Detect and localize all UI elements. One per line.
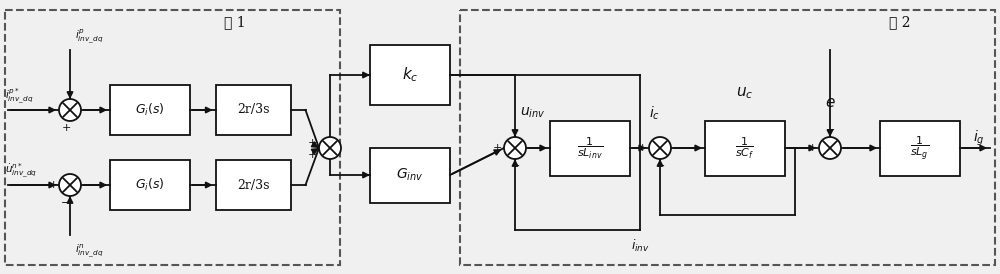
Text: 2r/3s: 2r/3s bbox=[237, 178, 269, 192]
Bar bbox=[370, 147, 450, 202]
Bar bbox=[110, 85, 190, 135]
Bar bbox=[880, 121, 960, 176]
Text: −: − bbox=[61, 198, 71, 208]
Text: +: + bbox=[48, 180, 58, 190]
Text: $G_i(s)$: $G_i(s)$ bbox=[135, 102, 165, 118]
Circle shape bbox=[504, 137, 526, 159]
Text: $e$: $e$ bbox=[825, 96, 835, 110]
Bar bbox=[550, 121, 630, 176]
Text: 框 2: 框 2 bbox=[889, 15, 911, 29]
Text: $k_c$: $k_c$ bbox=[402, 66, 418, 84]
Text: +: + bbox=[61, 123, 71, 133]
Text: +: + bbox=[492, 143, 502, 153]
Text: $u_{inv}$: $u_{inv}$ bbox=[520, 106, 546, 120]
Text: $G_{inv}$: $G_{inv}$ bbox=[396, 167, 424, 183]
Circle shape bbox=[319, 137, 341, 159]
Bar bbox=[110, 160, 190, 210]
Text: −: − bbox=[511, 161, 521, 171]
Text: $\dfrac{1}{sC_f}$: $\dfrac{1}{sC_f}$ bbox=[735, 135, 755, 161]
Bar bbox=[216, 160, 290, 210]
Text: −: − bbox=[656, 161, 666, 171]
Text: $i^p_{inv\_dq}$: $i^p_{inv\_dq}$ bbox=[75, 27, 103, 45]
Text: 2r/3s: 2r/3s bbox=[237, 104, 269, 116]
Text: $i^{p*}_{inv\_dq}$: $i^{p*}_{inv\_dq}$ bbox=[5, 86, 33, 106]
Text: +: + bbox=[807, 143, 817, 153]
Bar bbox=[370, 45, 450, 105]
Text: $i^n_{inv\_dq}$: $i^n_{inv\_dq}$ bbox=[75, 242, 103, 259]
Text: $i_c$: $i_c$ bbox=[649, 104, 661, 122]
Text: 框 1: 框 1 bbox=[224, 15, 246, 29]
Text: −: − bbox=[48, 105, 58, 115]
Text: $\dfrac{1}{sL_g}$: $\dfrac{1}{sL_g}$ bbox=[910, 134, 930, 162]
Text: $u_c$: $u_c$ bbox=[736, 85, 754, 101]
Text: $i_{inv}$: $i_{inv}$ bbox=[631, 238, 649, 254]
Circle shape bbox=[59, 99, 81, 121]
Bar bbox=[705, 121, 785, 176]
Text: −: − bbox=[826, 125, 836, 135]
Text: $G_i(s)$: $G_i(s)$ bbox=[135, 177, 165, 193]
Text: +: + bbox=[307, 150, 317, 160]
Text: +: + bbox=[307, 138, 317, 148]
Circle shape bbox=[649, 137, 671, 159]
Circle shape bbox=[819, 137, 841, 159]
Text: $\dot{u}^{n*}_{inv\_dq}$: $\dot{u}^{n*}_{inv\_dq}$ bbox=[5, 162, 37, 180]
Bar bbox=[216, 85, 290, 135]
Text: $i_g$: $i_g$ bbox=[973, 128, 985, 148]
Circle shape bbox=[59, 174, 81, 196]
Text: $\dfrac{1}{sL_{inv}}$: $\dfrac{1}{sL_{inv}}$ bbox=[577, 135, 603, 161]
Text: +: + bbox=[637, 143, 647, 153]
